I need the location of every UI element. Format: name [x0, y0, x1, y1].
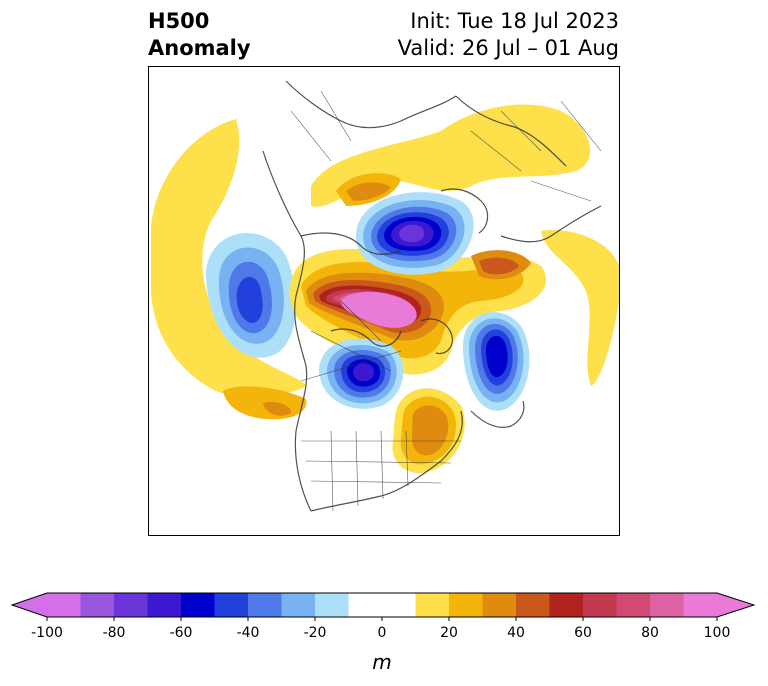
colorbar-tick-label: -40	[237, 625, 260, 641]
colorbar-canvas: -100 -80 -60 -40 -20 0 20 40 60 80 100 m	[10, 592, 756, 674]
colorbar-extend-low	[12, 593, 47, 617]
colorbar-bin	[616, 593, 650, 617]
anomaly-map	[148, 66, 620, 536]
colorbar-bin	[214, 593, 248, 617]
colorbar-bin	[650, 593, 684, 617]
colorbar-bin	[47, 593, 81, 617]
colorbar-bin	[415, 593, 449, 617]
coastlines	[262, 80, 602, 512]
colorbar: -100 -80 -60 -40 -20 0 20 40 60 80 100 m	[0, 585, 768, 686]
colorbar-bin	[147, 593, 181, 617]
east-positive-center	[392, 388, 465, 473]
colorbar-tick-label: -20	[304, 625, 327, 641]
political-borders	[290, 90, 602, 512]
arctic-negative-center	[356, 192, 474, 275]
colorbar-bin	[348, 593, 416, 617]
colorbar-bin	[181, 593, 215, 617]
colorbar-tick-label: -80	[103, 625, 126, 641]
colorbar-tick-label: 100	[704, 625, 731, 641]
colorbar-bin	[449, 593, 483, 617]
title-line2: Anomaly	[148, 36, 251, 60]
colorbar-tick-label: 0	[378, 625, 387, 641]
colorbar-tick-label: 20	[440, 625, 458, 641]
map-canvas	[149, 67, 619, 535]
hudson-negative-center	[319, 338, 404, 409]
colorbar-bin	[248, 593, 282, 617]
colorbar-bin	[516, 593, 550, 617]
run-info: Init: Tue 18 Jul 2023 Valid: 26 Jul – 01…	[398, 8, 619, 62]
colorbar-tick-label: 80	[641, 625, 659, 641]
chart-title: H500 Anomaly	[148, 8, 251, 62]
colorbar-bin	[482, 593, 516, 617]
colorbar-unit-label: m	[372, 650, 391, 674]
colorbar-bin	[683, 593, 717, 617]
pacific-negative-center	[206, 233, 296, 358]
colorbar-bin	[549, 593, 583, 617]
colorbar-bin	[315, 593, 349, 617]
valid-period: Valid: 26 Jul – 01 Aug	[397, 36, 619, 60]
init-time: Init: Tue 18 Jul 2023	[410, 9, 619, 33]
atlantic-negative-center	[463, 312, 530, 411]
pacific-positive-band	[151, 119, 307, 420]
title-line1: H500	[148, 9, 210, 33]
colorbar-tick-label: 60	[574, 625, 592, 641]
colorbar-bin	[80, 593, 114, 617]
colorbar-extend-high	[717, 593, 754, 617]
colorbar-bin	[583, 593, 617, 617]
colorbar-bin	[281, 593, 315, 617]
colorbar-tick-label: -60	[170, 625, 193, 641]
colorbar-tick-label: 40	[507, 625, 525, 641]
colorbar-bin	[114, 593, 148, 617]
colorbar-tick-label: -100	[31, 625, 63, 641]
